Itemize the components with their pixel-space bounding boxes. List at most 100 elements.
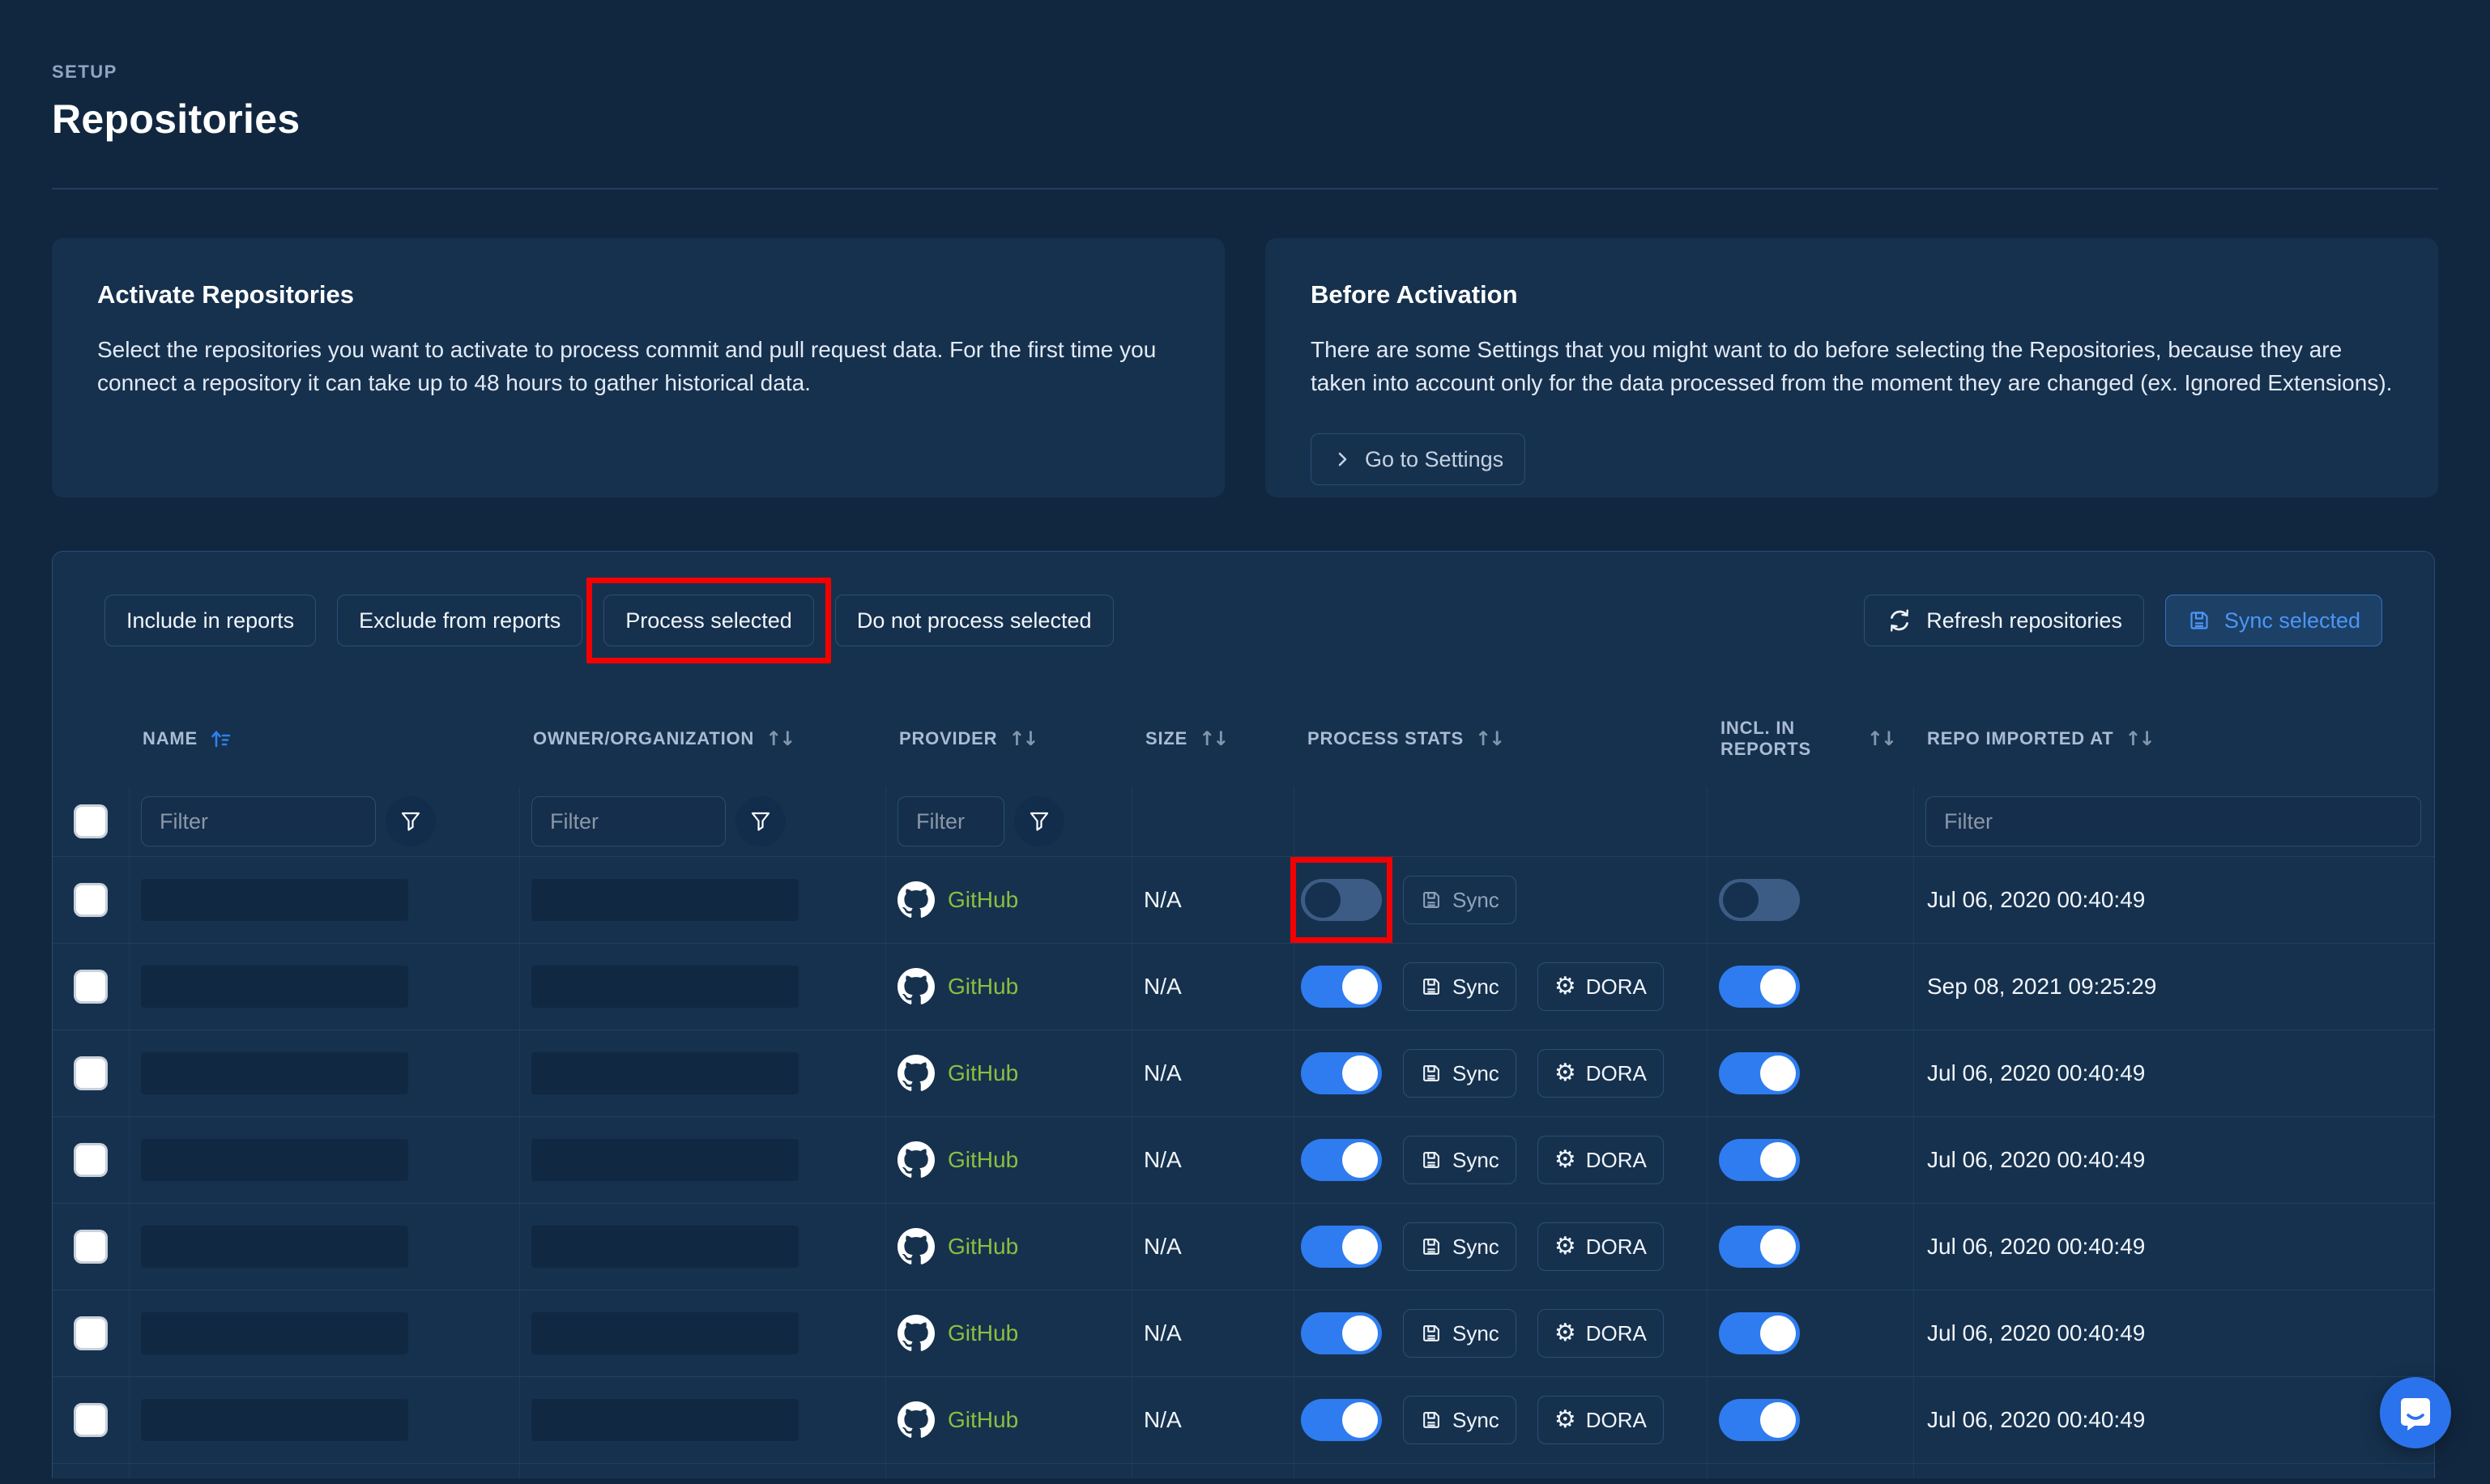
table-row: GitHub N/A Sync ⚙DORA Jul 06, 2020 00:40:49 bbox=[53, 1290, 2434, 1376]
annotation-box-row-toggle bbox=[1290, 857, 1392, 943]
incl-in-reports-toggle[interactable] bbox=[1719, 1399, 1800, 1441]
dora-button[interactable]: ⚙ DORA bbox=[1537, 1309, 1664, 1358]
sync-button[interactable]: Sync bbox=[1403, 1136, 1516, 1184]
go-to-settings-button[interactable]: Go to Settings bbox=[1311, 433, 1526, 486]
gear-icon: ⚙ bbox=[1554, 1320, 1576, 1346]
process-stats-toggle[interactable] bbox=[1301, 966, 1382, 1008]
sync-selected-button[interactable]: Sync selected bbox=[2164, 595, 2382, 646]
filter-funnel-icon bbox=[1027, 809, 1051, 834]
row-checkbox[interactable] bbox=[74, 970, 108, 1004]
github-octocat-icon bbox=[898, 1141, 935, 1179]
incl-in-reports-toggle[interactable] bbox=[1719, 1052, 1800, 1094]
dora-button[interactable]: ⚙ DORA bbox=[1537, 1136, 1664, 1184]
gear-icon: ⚙ bbox=[1554, 1406, 1576, 1433]
repo-imported-filter-input[interactable] bbox=[1925, 796, 2421, 846]
column-header-size[interactable]: SIZE ↑↓ bbox=[1145, 727, 1229, 750]
gear-icon: ⚙ bbox=[1554, 973, 1576, 1000]
process-stats-toggle[interactable] bbox=[1301, 879, 1382, 921]
dora-button[interactable]: ⚙ DORA bbox=[1537, 962, 1664, 1011]
row-checkbox[interactable] bbox=[74, 1056, 108, 1090]
process-stats-toggle[interactable] bbox=[1301, 1399, 1382, 1441]
toggle-knob bbox=[1342, 969, 1378, 1004]
sync-button[interactable]: Sync bbox=[1403, 1049, 1516, 1098]
do-not-process-selected-button[interactable]: Do not process selected bbox=[834, 595, 1114, 646]
sync-button[interactable]: Sync bbox=[1403, 962, 1516, 1011]
sync-button[interactable]: Sync bbox=[1403, 1396, 1516, 1444]
redacted-repo-name bbox=[141, 1226, 408, 1268]
row-checkbox[interactable] bbox=[74, 1230, 108, 1264]
size-value: N/A bbox=[1144, 1060, 1182, 1085]
column-header-repo-imported-at[interactable]: REPO IMPORTED AT ↑↓ bbox=[1927, 727, 2155, 750]
chevron-right-icon bbox=[1332, 450, 1352, 469]
save-icon bbox=[1420, 1062, 1443, 1085]
dora-button[interactable]: ⚙ DORA bbox=[1537, 1222, 1664, 1271]
select-all-checkbox[interactable] bbox=[74, 804, 108, 838]
redacted-repo-name bbox=[141, 1052, 408, 1094]
chat-launcher-button[interactable] bbox=[2380, 1377, 2451, 1448]
redacted-repo-name bbox=[141, 966, 408, 1008]
provider-link[interactable]: GitHub bbox=[886, 968, 1018, 1005]
gear-icon: ⚙ bbox=[1554, 1233, 1576, 1260]
incl-in-reports-toggle[interactable] bbox=[1719, 966, 1800, 1008]
provider-filter-input[interactable] bbox=[898, 796, 1004, 846]
dora-button[interactable]: ⚙ DORA bbox=[1537, 1396, 1664, 1444]
sync-button[interactable]: Sync bbox=[1403, 1309, 1516, 1358]
size-value: N/A bbox=[1144, 1407, 1182, 1432]
size-value: N/A bbox=[1144, 887, 1182, 912]
breadcrumb-setup: SETUP bbox=[52, 62, 117, 82]
process-stats-toggle[interactable] bbox=[1301, 1052, 1382, 1094]
refresh-repositories-button[interactable]: Refresh repositories bbox=[1864, 595, 2144, 646]
incl-in-reports-toggle[interactable] bbox=[1719, 1226, 1800, 1268]
incl-in-reports-toggle[interactable] bbox=[1719, 879, 1800, 921]
provider-link[interactable]: GitHub bbox=[886, 1055, 1018, 1092]
provider-link[interactable]: GitHub bbox=[886, 1315, 1018, 1352]
column-header-process-stats[interactable]: PROCESS STATS ↑↓ bbox=[1307, 727, 1505, 750]
provider-filter-funnel-button[interactable] bbox=[1014, 796, 1064, 846]
save-icon bbox=[2187, 608, 2211, 633]
toggle-knob bbox=[1760, 1229, 1796, 1264]
card-title: Activate Repositories bbox=[97, 280, 354, 309]
owner-filter-funnel-button[interactable] bbox=[735, 796, 786, 846]
incl-in-reports-toggle[interactable] bbox=[1719, 1312, 1800, 1354]
exclude-from-reports-button[interactable]: Exclude from reports bbox=[337, 595, 583, 646]
repo-imported-at-value: Jul 06, 2020 00:40:49 bbox=[1927, 1060, 2146, 1085]
dora-button[interactable]: ⚙ DORA bbox=[1537, 1049, 1664, 1098]
github-octocat-icon bbox=[898, 881, 935, 919]
redacted-repo-name bbox=[141, 1139, 408, 1181]
column-header-name[interactable]: NAME bbox=[130, 727, 520, 750]
column-header-provider[interactable]: PROVIDER ↑↓ bbox=[899, 727, 1039, 750]
save-icon bbox=[1420, 1235, 1443, 1258]
gear-icon: ⚙ bbox=[1554, 1060, 1576, 1086]
owner-filter-input[interactable] bbox=[531, 796, 726, 846]
process-stats-toggle[interactable] bbox=[1301, 1312, 1382, 1354]
repo-imported-at-value: Jul 06, 2020 00:40:49 bbox=[1927, 1320, 2146, 1345]
include-in-reports-button[interactable]: Include in reports bbox=[104, 595, 317, 646]
row-checkbox[interactable] bbox=[74, 1403, 108, 1437]
name-filter-funnel-button[interactable] bbox=[386, 796, 436, 846]
name-filter-input[interactable] bbox=[141, 796, 376, 846]
row-checkbox[interactable] bbox=[74, 1143, 108, 1177]
page-title: Repositories bbox=[52, 96, 301, 142]
sync-button[interactable]: Sync bbox=[1403, 1222, 1516, 1271]
page-header: SETUP Repositories bbox=[52, 0, 2438, 190]
github-octocat-icon bbox=[898, 1315, 935, 1352]
process-stats-toggle[interactable] bbox=[1301, 1139, 1382, 1181]
row-checkbox[interactable] bbox=[74, 883, 108, 917]
sync-button[interactable]: Sync bbox=[1403, 876, 1516, 924]
provider-link[interactable]: GitHub bbox=[886, 881, 1018, 919]
provider-link[interactable]: GitHub bbox=[886, 1401, 1018, 1439]
filter-funnel-icon bbox=[748, 809, 773, 834]
row-checkbox[interactable] bbox=[74, 1316, 108, 1350]
column-header-owner[interactable]: OWNER/ORGANIZATION ↑↓ bbox=[533, 727, 795, 750]
table-row: GitHub N/A Sync ⚙DORA Jul 06, 2020 00:40:49 bbox=[53, 1376, 2434, 1463]
repo-imported-at-value: Jul 06, 2020 00:40:49 bbox=[1927, 1147, 2146, 1172]
redacted-owner bbox=[531, 879, 799, 921]
provider-link[interactable]: GitHub bbox=[886, 1228, 1018, 1265]
process-selected-button[interactable]: Process selected bbox=[603, 595, 814, 646]
column-header-incl-in-reports[interactable]: INCL. IN REPORTS ↑↓ bbox=[1720, 717, 1897, 759]
toggle-knob bbox=[1760, 969, 1796, 1004]
sort-ascending-icon bbox=[209, 727, 232, 750]
provider-link[interactable]: GitHub bbox=[886, 1141, 1018, 1179]
process-stats-toggle[interactable] bbox=[1301, 1226, 1382, 1268]
incl-in-reports-toggle[interactable] bbox=[1719, 1139, 1800, 1181]
